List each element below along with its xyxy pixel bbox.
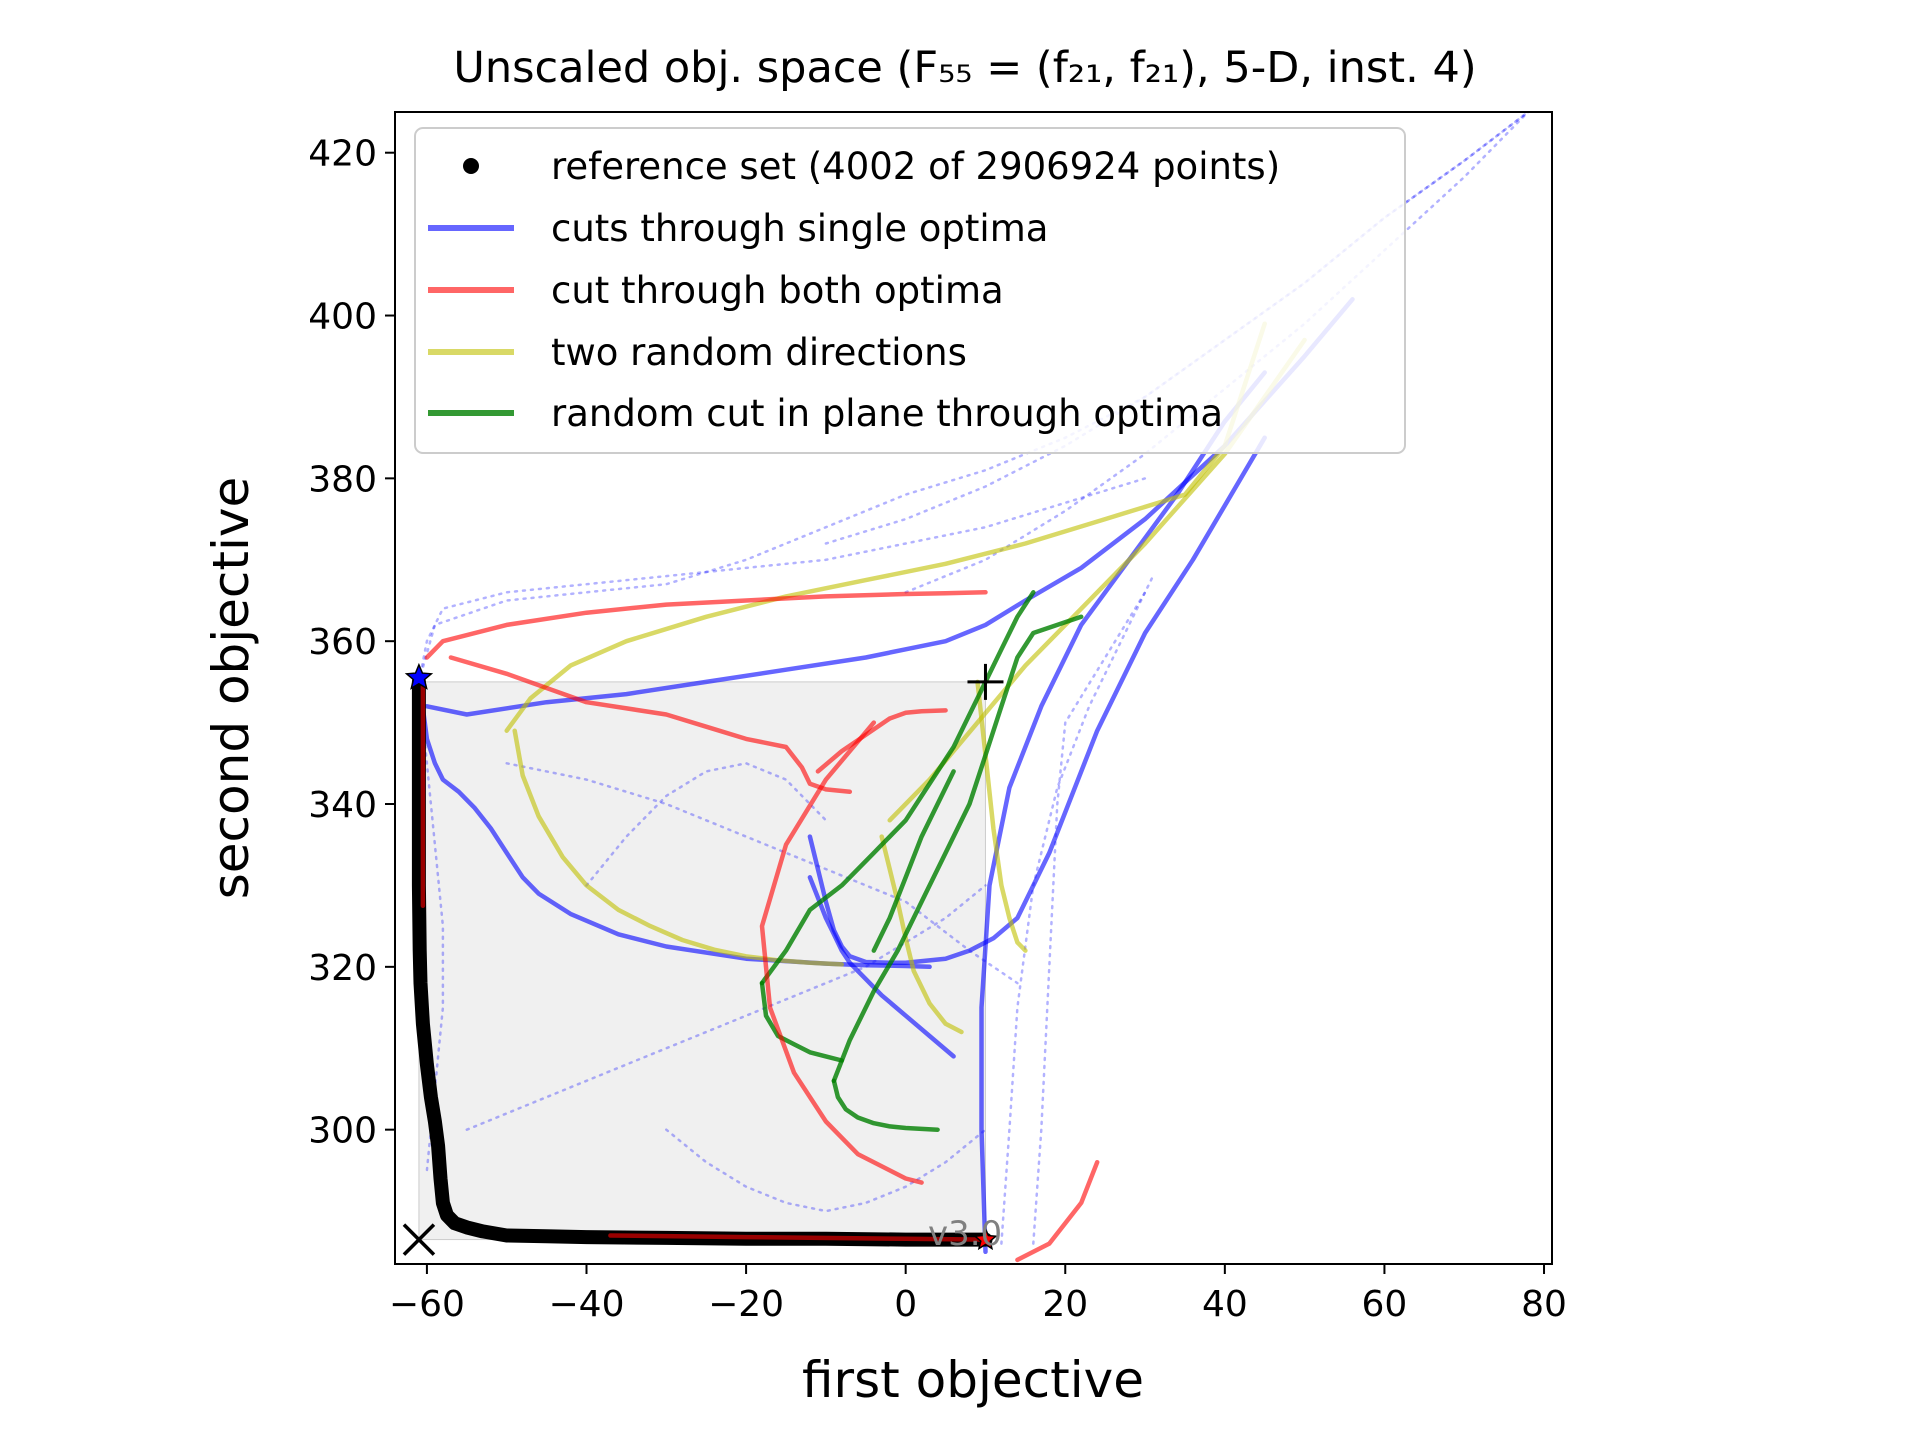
series-both-optima-2	[608, 1233, 988, 1242]
x-tick-label: 20	[1042, 1284, 1088, 1325]
series-plane-cut-19	[831, 1078, 940, 1132]
series-single-optima-11	[807, 435, 1267, 966]
x-tick-label: 60	[1362, 1284, 1408, 1325]
main-series-layer	[411, 297, 1355, 1263]
plot-area	[402, 112, 1530, 1263]
y-tick-label: 360	[308, 622, 377, 663]
optimum-2-star	[973, 1226, 998, 1251]
y-axis-label: second objective	[202, 477, 260, 900]
y-tick-label: 400	[308, 297, 377, 338]
series-plane-cut-21	[831, 614, 1084, 1084]
plot-frame	[394, 111, 1553, 1265]
series-single-optima-9	[807, 875, 956, 1059]
legend-label-single-optima: cuts through single optima	[551, 207, 1048, 250]
legend: reference set (4002 of 2906924 points) c…	[414, 127, 1406, 454]
optimum-1-star	[404, 662, 434, 690]
x-tick-label: −60	[389, 1284, 465, 1325]
series-both-optima-5	[815, 708, 948, 774]
series-background-cuts-32	[665, 1128, 987, 1213]
series-background-cuts-23	[417, 477, 1147, 684]
series-plane-cut-20	[759, 590, 1036, 986]
x-tick-label: −20	[708, 1284, 784, 1325]
legend-label-reference: reference set (4002 of 2906924 points)	[551, 145, 1280, 188]
series-random-directions-16	[887, 337, 1307, 823]
version-text: v3.0	[928, 1214, 1002, 1254]
x-tick-label: 0	[894, 1284, 917, 1325]
y-axis: 300 320 340 360 380 400 420	[308, 134, 395, 1152]
series-both-optima-4	[448, 655, 853, 795]
series-background-cuts-29	[505, 762, 1019, 985]
series-both-optima-3	[424, 590, 988, 660]
series-background-cuts-30	[1032, 591, 1147, 1245]
x-tick-label: 40	[1202, 1284, 1248, 1325]
series-plane-cut-18	[759, 980, 845, 1063]
nadir-point-marker	[967, 663, 1004, 700]
series-background-cuts-26	[904, 112, 1530, 594]
ideal-point-marker	[402, 1223, 436, 1256]
x-tick-label: −40	[549, 1284, 625, 1325]
legend-reference-marker	[463, 158, 479, 174]
background-cuts-layer	[417, 112, 1530, 1245]
series-random-directions-15	[504, 321, 1267, 733]
series-plane-cut-22	[871, 769, 956, 953]
y-tick-label: 420	[308, 134, 377, 175]
series-both-optima-6	[759, 720, 924, 1185]
series-background-cuts-31	[1000, 574, 1155, 1245]
chart-title: Unscaled obj. space (F₅₅ = (f₂₁, f₂₁), 5…	[453, 43, 1476, 93]
y-tick-label: 320	[308, 948, 377, 989]
series-single-optima-12	[979, 370, 1267, 1255]
x-tick-label: 80	[1521, 1284, 1567, 1325]
markers-layer	[402, 662, 1004, 1256]
x-axis-label: first objective	[802, 1351, 1144, 1409]
legend-label-random-directions: two random directions	[551, 331, 967, 374]
y-tick-label: 340	[308, 785, 377, 826]
y-tick-label: 300	[308, 1111, 377, 1152]
legend-label-plane-cut: random cut in plane through optima	[551, 392, 1223, 435]
y-tick-label: 380	[308, 459, 377, 500]
series-random-directions-14	[879, 834, 964, 1035]
legend-box	[414, 127, 1406, 454]
series-background-cuts-33	[585, 762, 828, 887]
legend-label-both-optima: cut through both optima	[551, 269, 1004, 312]
series-both-optima-7	[1015, 1159, 1100, 1263]
x-axis: −60 −40 −20 0 20 40 60 80	[389, 1264, 1567, 1325]
